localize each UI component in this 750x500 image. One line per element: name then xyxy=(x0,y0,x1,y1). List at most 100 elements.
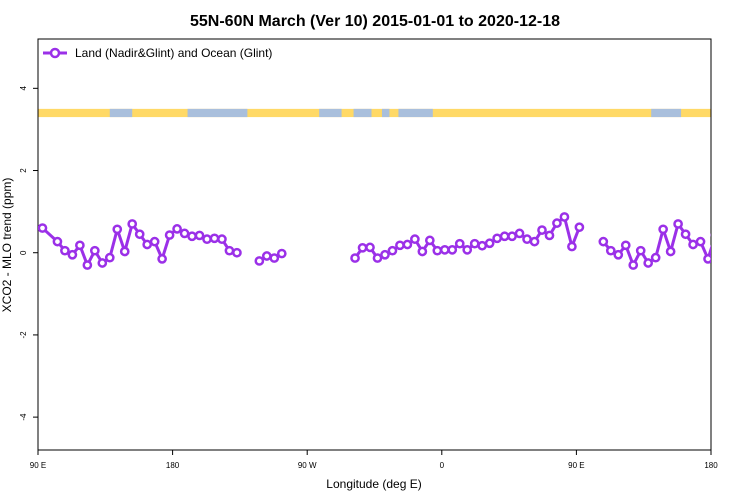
x-axis: 90 E 180 90 W 0 90 E 180 xyxy=(30,450,718,470)
x-tick-label: 0 xyxy=(440,461,445,470)
data-point xyxy=(157,254,167,264)
data-point xyxy=(179,228,190,239)
data-point xyxy=(658,224,668,235)
data-point xyxy=(187,231,197,242)
data-point xyxy=(402,239,413,250)
data-point xyxy=(261,251,272,261)
series-plot xyxy=(38,212,711,270)
data-point xyxy=(680,229,691,240)
y-tick-label: 4 xyxy=(19,86,28,91)
data-point xyxy=(529,236,540,247)
data-point xyxy=(507,231,517,242)
data-point xyxy=(628,260,639,270)
data-point xyxy=(224,245,235,256)
legend: Land (Nadir&Glint) and Ocean (Glint) xyxy=(43,46,272,60)
ocean-band-segment xyxy=(381,108,390,118)
data-point xyxy=(172,224,182,234)
data-point xyxy=(537,225,547,235)
land-ocean-band xyxy=(38,108,711,118)
ocean-band-segment xyxy=(109,108,133,118)
data-point xyxy=(149,236,160,247)
land-band xyxy=(38,108,711,118)
data-point xyxy=(432,245,443,256)
x-tick-label: 90 E xyxy=(568,461,584,470)
y-tick-label: 0 xyxy=(19,250,28,255)
data-point xyxy=(567,241,577,252)
ocean-band-segment xyxy=(651,108,682,118)
data-point xyxy=(127,219,138,229)
data-point xyxy=(269,253,280,263)
x-tick-label: 90 E xyxy=(30,461,46,470)
data-point xyxy=(365,242,375,253)
data-point xyxy=(119,246,130,257)
data-point xyxy=(89,245,100,256)
legend-label: Land (Nadir&Glint) and Ocean (Glint) xyxy=(75,46,272,60)
data-point xyxy=(410,234,420,245)
x-tick-label: 180 xyxy=(166,461,180,470)
y-tick-label: -2 xyxy=(19,331,28,339)
data-point xyxy=(134,229,145,240)
data-point xyxy=(372,253,383,263)
data-point xyxy=(217,234,227,245)
y-axis-label: XCO2 - MLO trend (ppm) xyxy=(0,178,14,313)
data-point xyxy=(492,233,502,244)
data-point xyxy=(417,246,428,257)
x-tick-label: 180 xyxy=(704,461,718,470)
data-point xyxy=(522,234,532,245)
data-point xyxy=(650,252,661,263)
y-tick-label: -4 xyxy=(19,413,28,421)
data-point xyxy=(499,231,510,242)
data-point xyxy=(598,236,609,247)
data-point xyxy=(350,253,360,263)
x-axis-label: Longitude (deg E) xyxy=(326,477,421,491)
data-point xyxy=(254,256,265,266)
data-point xyxy=(643,258,654,268)
data-point xyxy=(695,236,706,247)
data-point xyxy=(82,260,93,270)
data-point xyxy=(395,240,405,251)
data-point xyxy=(469,238,480,249)
data-point xyxy=(209,233,220,244)
data-point xyxy=(559,212,570,222)
data-point xyxy=(75,240,85,251)
data-point xyxy=(439,244,450,255)
data-point xyxy=(544,230,555,241)
ocean-band-segment xyxy=(319,108,342,118)
data-point xyxy=(67,249,78,260)
data-point xyxy=(613,249,624,260)
data-point xyxy=(635,245,646,256)
data-point xyxy=(484,238,495,249)
ocean-band-segment xyxy=(398,108,433,118)
ocean-band-segment xyxy=(353,108,372,118)
data-point xyxy=(710,233,711,237)
chart-title: 55N-60N March (Ver 10) 2015-01-01 to 202… xyxy=(190,13,560,30)
data-point xyxy=(447,244,458,255)
data-point xyxy=(620,240,631,251)
data-point xyxy=(552,218,562,228)
plot-frame xyxy=(37,38,712,451)
data-point xyxy=(60,245,70,256)
data-point xyxy=(462,244,473,255)
data-point xyxy=(688,239,698,250)
data-point xyxy=(276,248,287,259)
data-point xyxy=(574,222,585,233)
legend-marker-icon xyxy=(49,47,61,59)
data-point xyxy=(387,245,398,256)
data-point xyxy=(703,254,711,264)
ocean-band-segment xyxy=(187,108,248,118)
data-point xyxy=(112,224,123,235)
data-point xyxy=(357,242,368,253)
data-point xyxy=(454,238,465,249)
data-point xyxy=(673,219,683,229)
y-tick-label: 2 xyxy=(19,168,28,173)
data-point xyxy=(104,252,115,263)
data-point xyxy=(380,249,390,260)
data-point xyxy=(232,247,242,258)
data-point xyxy=(38,223,48,233)
data-point xyxy=(477,240,488,251)
data-point xyxy=(142,239,153,250)
data-point xyxy=(424,235,435,246)
data-point xyxy=(194,230,205,241)
data-point xyxy=(605,245,616,256)
